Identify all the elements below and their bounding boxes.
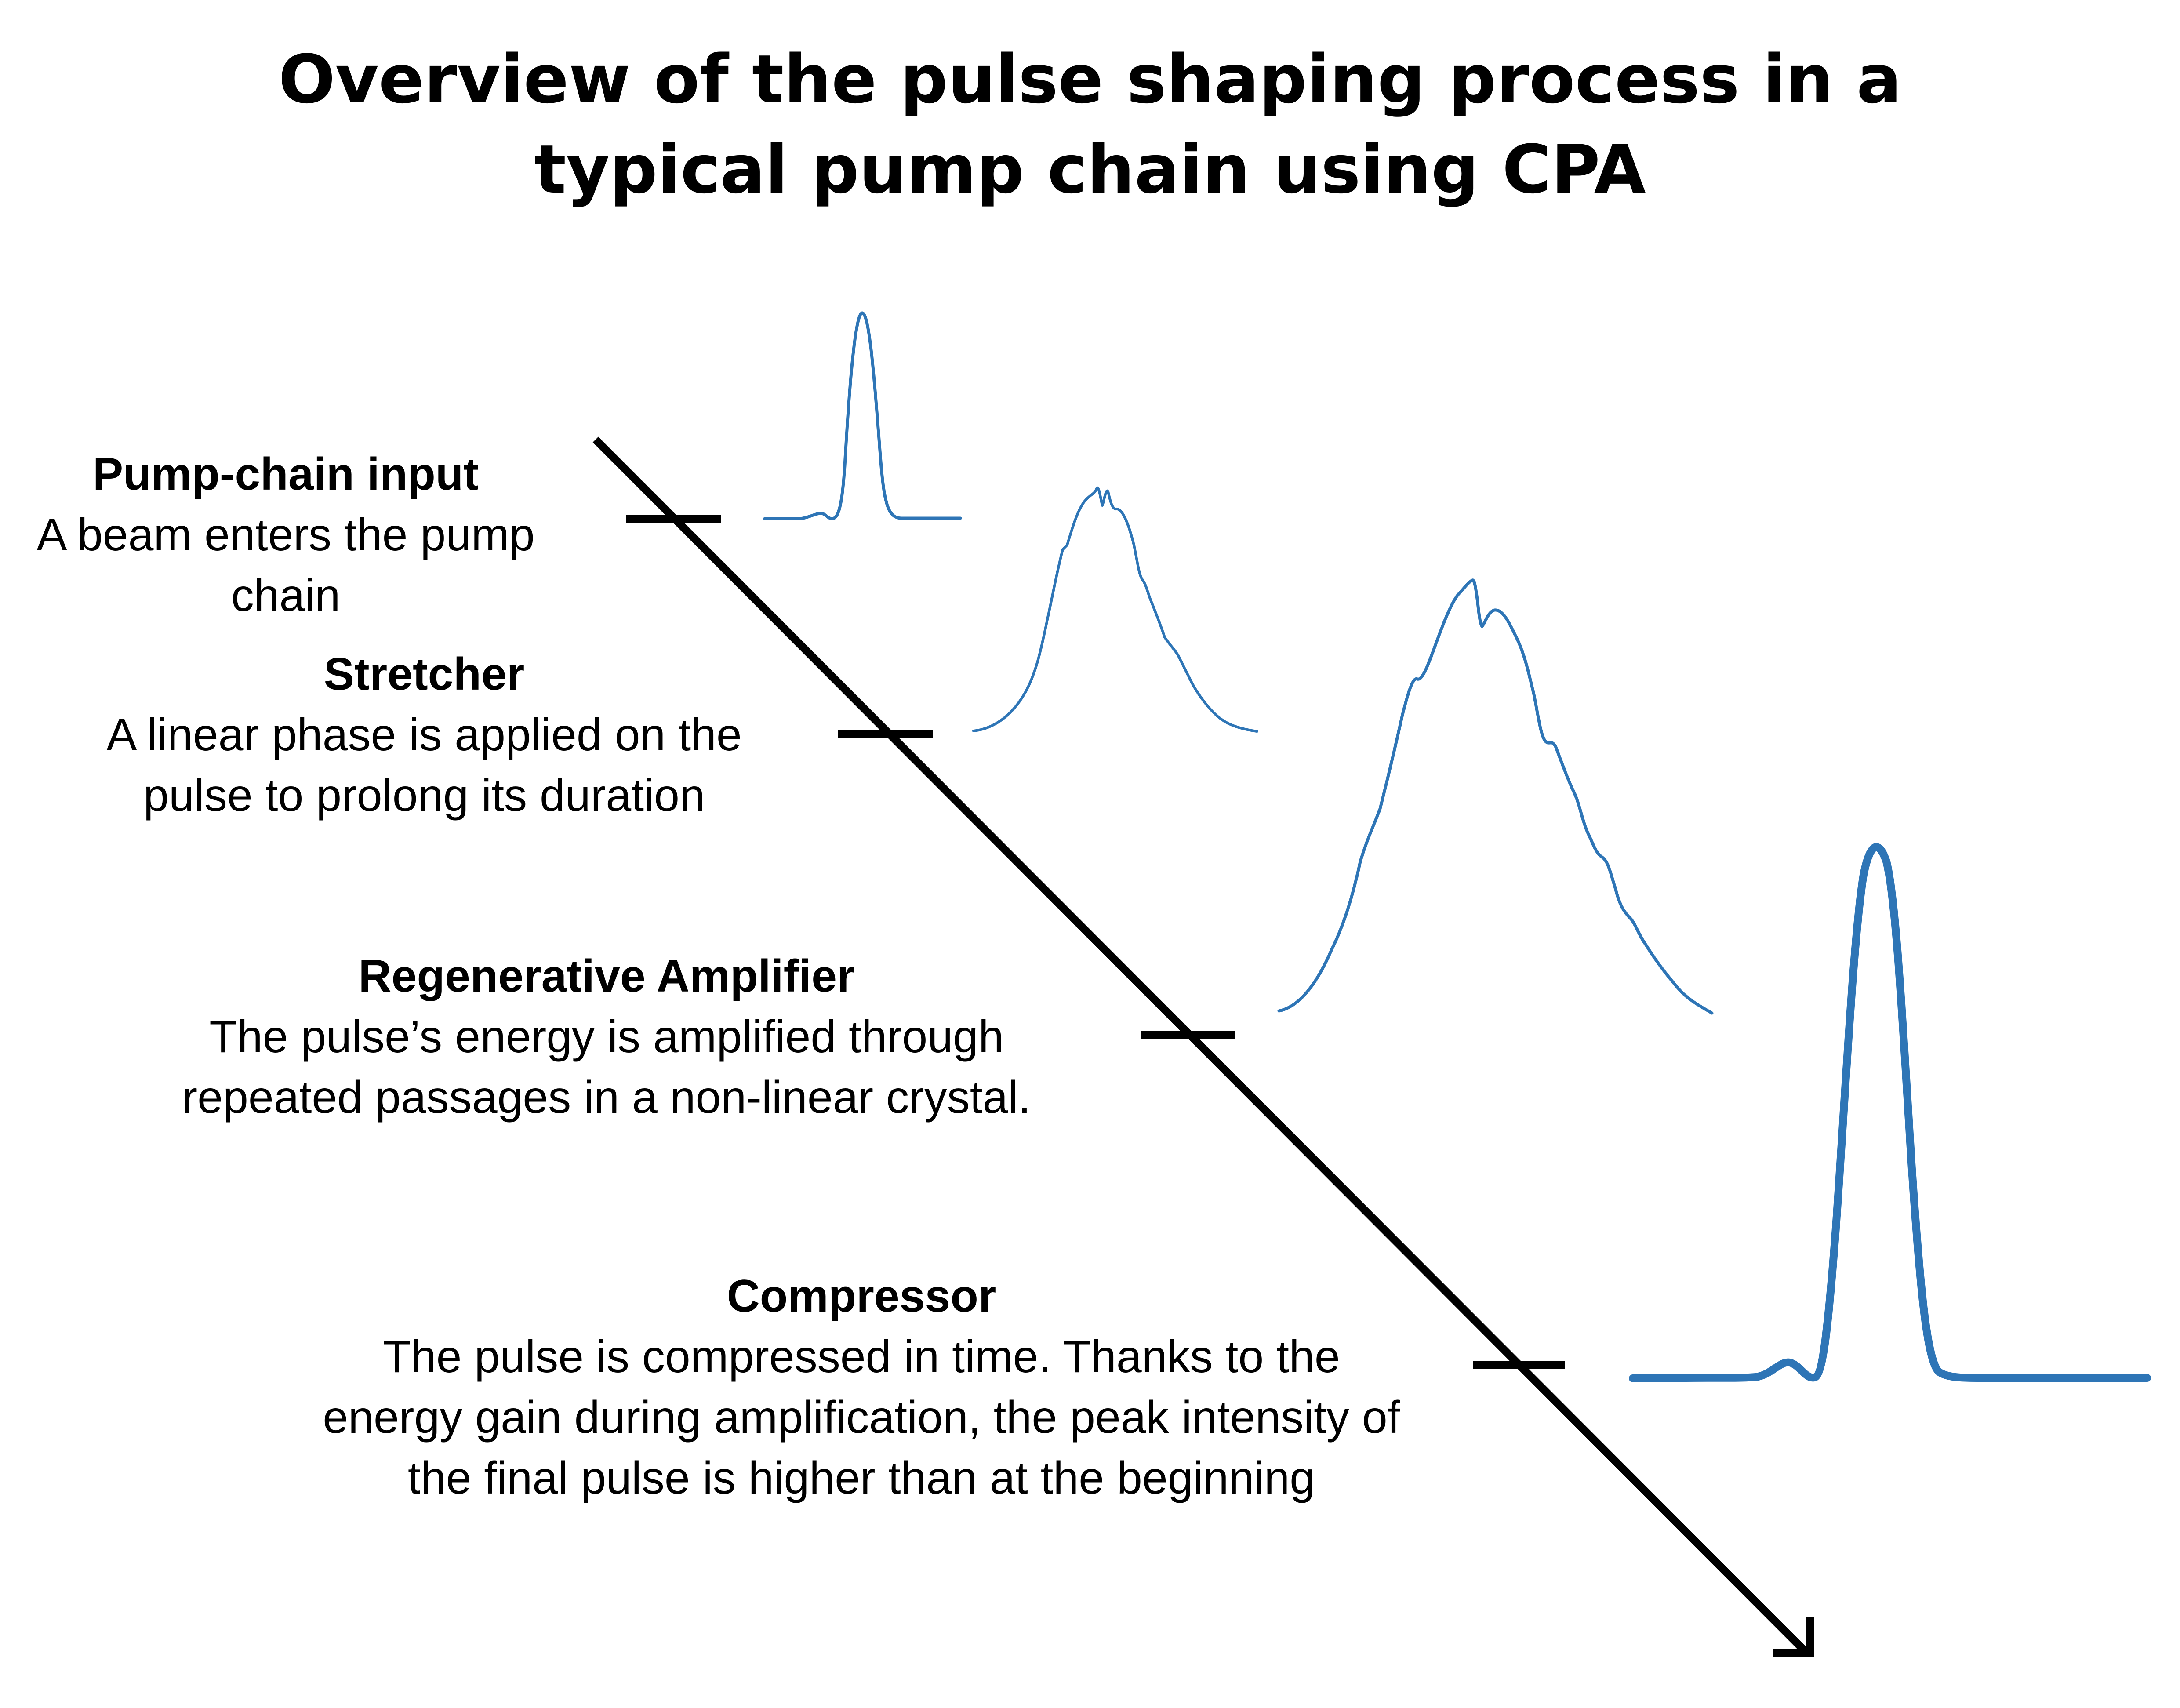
stage-description-line: A beam enters the pump xyxy=(36,509,535,560)
stage-name: Regenerative Amplifier xyxy=(358,951,855,1002)
title-line-1: Overview of the pulse shaping process in… xyxy=(278,40,1902,118)
stage-name: Stretcher xyxy=(323,649,525,700)
timeline-arrow-line xyxy=(592,436,1809,1656)
diagram-title: Overview of the pulse shaping process in… xyxy=(0,34,2180,214)
stage-description: A linear phase is applied on the pulse t… xyxy=(70,705,778,826)
stage-description-line: A linear phase is applied on the xyxy=(106,709,742,760)
stage-description: A beam enters the pump chain xyxy=(18,505,554,626)
timeline-arrow-head xyxy=(1773,1617,1814,1657)
stage-description-line: The pulse is compressed in time. Thanks … xyxy=(383,1331,1340,1382)
stage-description-line: pulse to prolong its duration xyxy=(143,770,705,821)
stage-description-line: energy gain during amplification, the pe… xyxy=(323,1392,1400,1443)
stage-description-line: chain xyxy=(231,570,341,621)
stage-stretcher: Stretcher A linear phase is applied on t… xyxy=(70,644,778,826)
stage-description: The pulse’s energy is amplified through … xyxy=(158,1007,1055,1128)
pulse-compressed-curve xyxy=(1629,843,2151,1382)
title-line-2: typical pump chain using CPA xyxy=(534,131,1646,208)
pulse-amplified-curve xyxy=(1277,578,1714,1015)
pulse-input-curve xyxy=(763,311,962,520)
stage-description-line: repeated passages in a non-linear crysta… xyxy=(182,1072,1031,1123)
pulse-stretched-curve xyxy=(972,486,1258,733)
stage-name: Pump-chain input xyxy=(92,449,479,500)
stage-regenerative-amplifier: Regenerative Amplifier The pulse’s energ… xyxy=(158,946,1055,1128)
stage-description: The pulse is compressed in time. Thanks … xyxy=(272,1326,1450,1508)
stage-description-line: The pulse’s energy is amplified through xyxy=(209,1011,1004,1062)
stage-pump-chain-input: Pump-chain input A beam enters the pump … xyxy=(18,444,554,626)
stage-compressor: Compressor The pulse is compressed in ti… xyxy=(272,1266,1450,1508)
stage-description-line: the final pulse is higher than at the be… xyxy=(407,1453,1315,1504)
stage-name: Compressor xyxy=(727,1271,996,1322)
